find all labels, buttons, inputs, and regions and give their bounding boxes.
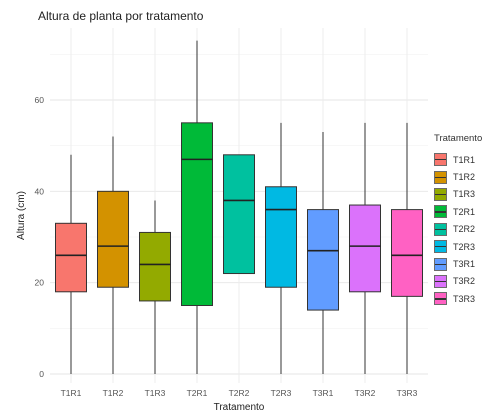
x-tick-label: T1R1 (61, 388, 82, 398)
legend-label: T1R2 (453, 172, 476, 183)
legend-label: T2R1 (453, 206, 476, 217)
box-body (223, 154, 255, 275)
legend-swatch (434, 153, 447, 167)
legend-swatch (434, 240, 447, 254)
box-t1r2 (97, 136, 129, 374)
box-body (265, 186, 297, 288)
y-tick-label: 0 (39, 369, 44, 379)
box-t2r3 (265, 122, 297, 374)
legend-label: T3R2 (453, 276, 476, 287)
x-tick-label: T3R2 (355, 388, 376, 398)
legend-swatch (434, 187, 447, 201)
box-t1r1 (55, 154, 87, 374)
x-tick-label: T1R2 (103, 388, 124, 398)
legend-item-t3r1: T3R1 (434, 255, 482, 272)
box-t3r1 (307, 131, 339, 374)
legend-swatch (434, 170, 447, 184)
legend-label: T3R3 (453, 293, 476, 304)
legend-swatch (434, 205, 447, 219)
box-t2r2 (223, 154, 255, 275)
y-tick-label: 20 (35, 278, 45, 288)
box-body (139, 231, 171, 302)
box-body (391, 209, 423, 297)
x-axis-title: Tratamento (214, 402, 265, 413)
legend-label: T2R3 (453, 241, 476, 252)
legend-item-t1r3: T1R3 (434, 186, 482, 203)
box-body (97, 190, 129, 288)
legend-swatch (434, 257, 447, 271)
legend-label: T2R2 (453, 224, 476, 235)
legend-swatch (434, 222, 447, 236)
x-tick-label: T3R3 (397, 388, 418, 398)
y-tick-label: 60 (35, 95, 45, 105)
legend-label: T1R3 (453, 189, 476, 200)
legend-item-t1r1: T1R1 (434, 151, 482, 168)
legend-item-t3r2: T3R2 (434, 273, 482, 290)
x-tick-label: T2R1 (187, 388, 208, 398)
box-t2r1 (181, 40, 213, 374)
x-tick-label: T1R3 (145, 388, 166, 398)
legend-item-t2r1: T2R1 (434, 203, 482, 220)
legend-items: T1R1 T1R2 T1R3 T2R1 T2R2 T2R3 T3R1 T3R2 T3R3 (434, 151, 482, 308)
axes: 0 20 40 60 T1R1 T1R2 T1R3 T2R1 T2R2 T2R3 T3R1 T3R2 T… (16, 95, 418, 413)
box-body (55, 222, 87, 293)
box-body (307, 209, 339, 311)
legend-label: T3R1 (453, 259, 476, 270)
box-body (181, 122, 213, 307)
box-series (55, 40, 423, 374)
box-t1r3 (139, 200, 171, 374)
y-axis-title: Altura (cm) (16, 191, 27, 240)
box-body (349, 204, 381, 293)
box-t3r2 (349, 122, 381, 374)
legend-item-t2r2: T2R2 (434, 221, 482, 238)
y-tick-label: 40 (35, 186, 45, 196)
legend-item-t1r2: T1R2 (434, 168, 482, 185)
legend: Tratamento T1R1 T1R2 T1R3 T2R1 T2R2 T2R3 T3R1 T… (434, 133, 482, 308)
legend-swatch (434, 292, 447, 306)
legend-item-t3r3: T3R3 (434, 290, 482, 307)
legend-title: Tratamento (434, 133, 483, 144)
x-tick-label: T2R2 (229, 388, 250, 398)
legend-label: T1R1 (453, 154, 476, 165)
chart-title: Altura de planta por tratamento (38, 9, 204, 23)
x-tick-label: T2R3 (271, 388, 292, 398)
box-t3r3 (391, 122, 423, 374)
legend-item-t2r3: T2R3 (434, 238, 482, 255)
legend-swatch (434, 274, 447, 288)
x-tick-label: T3R1 (313, 388, 334, 398)
